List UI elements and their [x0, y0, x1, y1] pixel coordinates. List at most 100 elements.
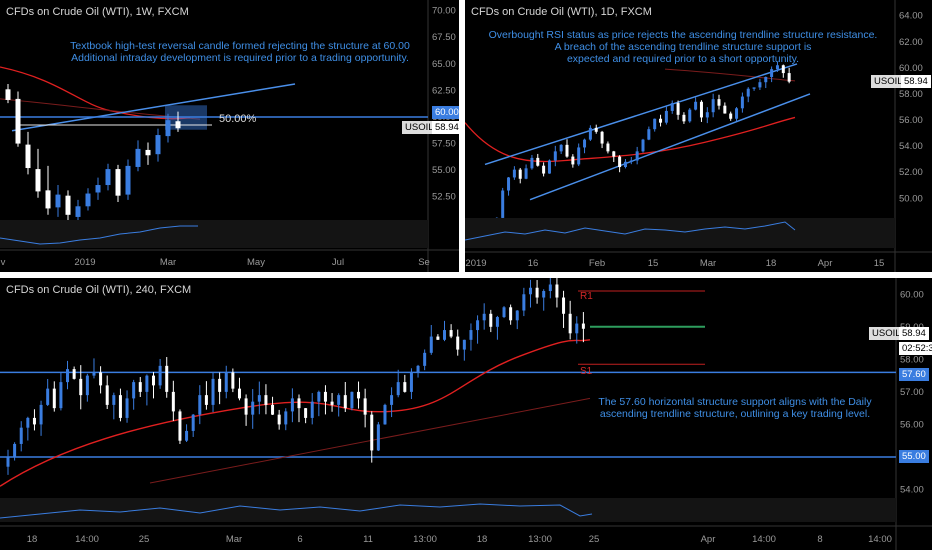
daily-x-tick-label: 18 — [766, 258, 777, 269]
h4-last-price-tag: 58.94 — [899, 327, 929, 340]
h4-candle — [469, 330, 473, 340]
h4-candle — [363, 398, 367, 415]
weekly-y-tick-label: 55.00 — [432, 165, 456, 176]
h4-chart-panel[interactable]: 54.0055.0056.0057.0058.0059.0060.001814:… — [0, 278, 932, 550]
h4-candle — [575, 323, 579, 334]
h4-x-tick-label: Mar — [226, 534, 242, 545]
weekly-x-tick-label: Mar — [160, 257, 176, 268]
h4-candle — [231, 372, 235, 389]
h4-candle — [26, 417, 30, 428]
h4-candle — [284, 411, 288, 425]
daily-y-tick-label: 58.00 — [899, 89, 923, 100]
daily-candle — [711, 99, 715, 113]
h4-x-tick-label: 18 — [477, 534, 488, 545]
h4-candle — [6, 456, 10, 467]
h4-x-tick-label: 13:00 — [528, 534, 552, 545]
weekly-annotation: Textbook high-test reversal candle forme… — [70, 40, 410, 64]
daily-candle — [723, 105, 727, 114]
daily-x-tick-label: 16 — [528, 258, 539, 269]
h4-candle — [310, 401, 314, 418]
daily-candle — [588, 127, 592, 140]
daily-x-tick-label: Apr — [818, 258, 833, 269]
h4-level-lower-tag: 55.00 — [899, 450, 929, 463]
h4-candle — [443, 330, 446, 340]
daily-candle — [524, 168, 528, 179]
daily-candle — [717, 99, 721, 106]
daily-rsi-pane — [465, 218, 895, 248]
h4-candle — [304, 408, 308, 418]
daily-candle — [536, 157, 540, 166]
h4-candle — [357, 391, 361, 399]
weekly-x-tick-label: 2019 — [74, 257, 95, 268]
h4-candle — [548, 284, 552, 292]
h4-candle — [581, 323, 585, 329]
daily-trendline-resistance — [484, 63, 798, 166]
h4-candle — [290, 398, 294, 412]
h4-x-tick-label: 25 — [139, 534, 150, 545]
daily-chart-svg[interactable]: 50.00 52.00 54.00 56.00 58.00 60.00 62.00 64.00… — [465, 0, 932, 272]
h4-chart-svg[interactable]: 54.0055.0056.0057.0058.0059.0060.001814:… — [0, 278, 932, 550]
h4-candle — [317, 391, 321, 402]
h4-candle — [423, 352, 427, 366]
h4-annotation-line-1: The 57.60 horizontal structure support a… — [598, 396, 872, 408]
h4-y-tick-label: 56.00 — [900, 419, 924, 430]
h4-candle — [118, 395, 122, 418]
weekly-x-tick-label: Se — [418, 257, 430, 268]
daily-y-tick-label: 54.00 — [899, 141, 923, 152]
h4-level-upper-tag: 57.60 — [899, 368, 929, 381]
h4-candle — [456, 336, 460, 350]
weekly-annotation-line-1: Textbook high-test reversal candle forme… — [70, 40, 410, 52]
weekly-moving-average — [0, 66, 191, 120]
weekly-x-tick-label: Jul — [332, 257, 344, 268]
weekly-candle — [65, 195, 71, 215]
weekly-y-tick-label: 52.50 — [432, 192, 456, 203]
h4-y-tick-label: 54.00 — [900, 484, 924, 495]
h4-candle — [171, 391, 175, 412]
daily-candle — [542, 165, 546, 174]
h4-candle — [191, 414, 195, 431]
h4-x-tick-label: 6 — [297, 534, 302, 545]
daily-candle — [758, 82, 762, 88]
daily-candle — [512, 169, 516, 178]
daily-candle — [641, 139, 645, 152]
h4-candle — [383, 404, 387, 425]
daily-chart-title: CFDs on Crude Oil (WTI), 1D, FXCM — [471, 6, 652, 18]
daily-candle — [501, 190, 505, 218]
h4-candle — [204, 395, 208, 405]
weekly-candle — [125, 165, 131, 195]
weekly-last-price-tag: 58.94 — [432, 121, 459, 134]
daily-candle — [530, 157, 534, 169]
h4-candle — [257, 395, 261, 402]
h4-candle — [237, 388, 241, 399]
weekly-chart-panel[interactable]: 52.50 55.00 57.50 60.00 62.50 65.00 67.50 70.00… — [0, 0, 459, 272]
daily-candle — [752, 87, 756, 89]
h4-candle — [350, 391, 354, 409]
weekly-candle — [5, 89, 11, 100]
daily-x-tick-label: 15 — [648, 258, 659, 269]
h4-candle — [138, 382, 142, 392]
weekly-y-tick-label: 62.50 — [432, 85, 456, 96]
h4-x-tick-label: 18 — [27, 534, 38, 545]
h4-candle — [59, 382, 63, 409]
h4-candle — [476, 320, 480, 331]
h4-candle — [218, 378, 222, 392]
daily-candle — [770, 69, 774, 77]
daily-y-tick-label: 50.00 — [899, 193, 923, 204]
weekly-fib-label: 50.00% — [219, 113, 257, 125]
weekly-symbol-tag: USOIL — [402, 121, 437, 134]
h4-candle — [370, 414, 374, 451]
daily-candle — [559, 144, 563, 152]
weekly-y-tick-label: 70.00 — [432, 6, 456, 17]
daily-candle — [682, 114, 686, 122]
weekly-chart-svg[interactable]: 52.50 55.00 57.50 60.00 62.50 65.00 67.50 70.00… — [0, 0, 459, 272]
weekly-candle — [35, 169, 41, 192]
h4-candle — [52, 388, 56, 409]
h4-y-tick-label: 60.00 — [900, 289, 924, 300]
h4-candle — [178, 411, 182, 441]
daily-candle — [787, 73, 791, 82]
h4-candle — [132, 382, 136, 399]
daily-candle — [606, 143, 610, 152]
daily-chart-panel[interactable]: 50.00 52.00 54.00 56.00 58.00 60.00 62.00 64.00… — [465, 0, 932, 272]
daily-candle — [635, 151, 639, 161]
h4-candle — [99, 372, 103, 386]
